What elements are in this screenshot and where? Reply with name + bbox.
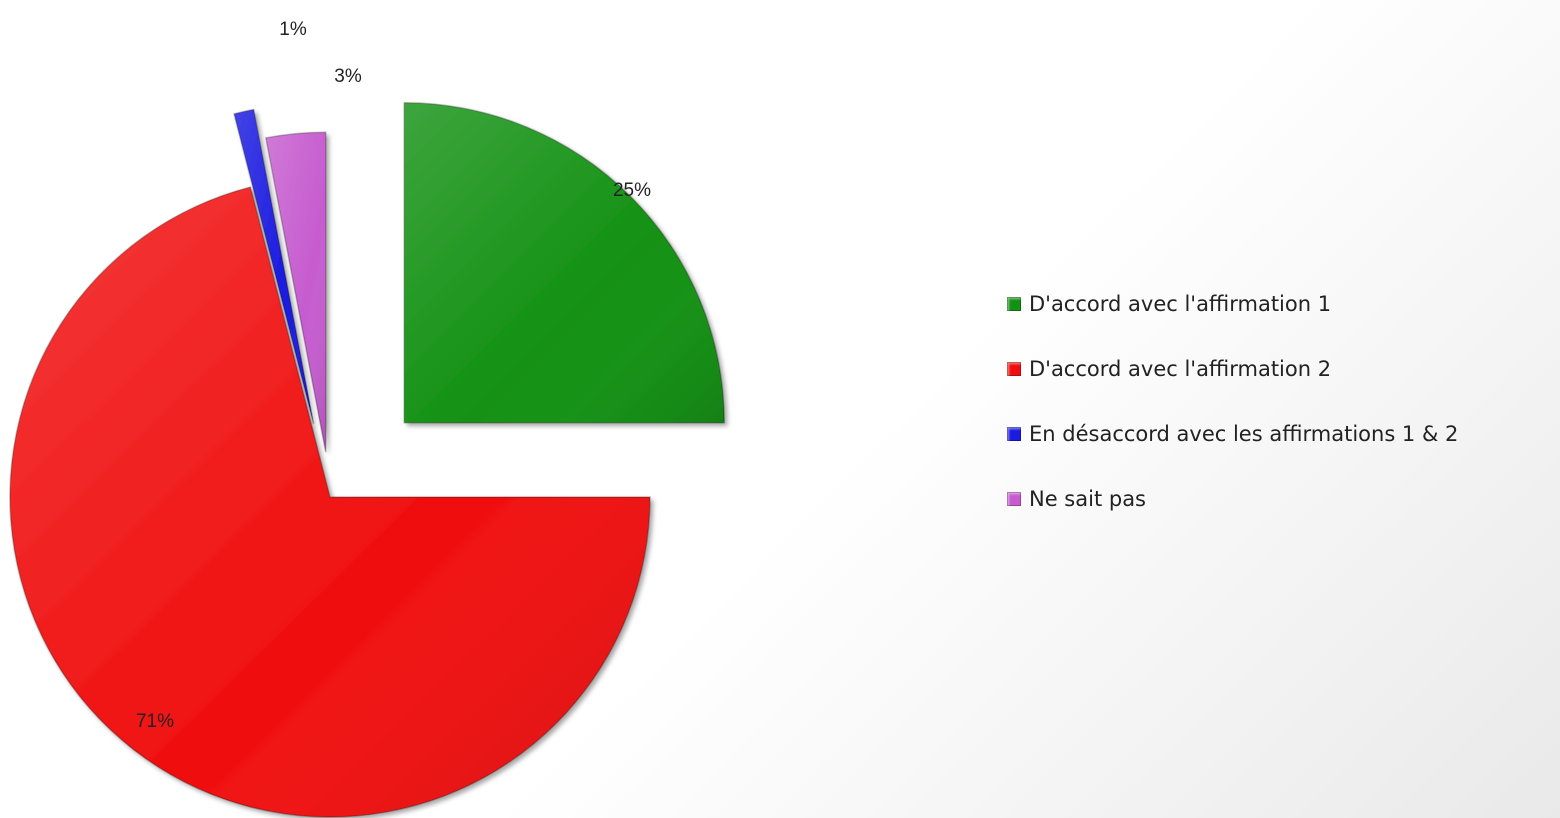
label-25: 25%	[613, 180, 651, 201]
label-71: 71%	[136, 711, 174, 732]
slice-accord-2	[9, 186, 651, 818]
slice-desaccord-bevel	[234, 109, 314, 424]
slice-ne-sait-pas-bevel	[265, 132, 326, 453]
legend-label: Ne sait pas	[1029, 487, 1146, 511]
legend-label: D'accord avec l'affirmation 2	[1029, 357, 1332, 381]
legend-item-ne-sait-pas: Ne sait pas	[1007, 483, 1458, 515]
pie-data-labels: 25% 71% 1% 3%	[136, 19, 651, 732]
legend-label: D'accord avec l'affirmation 1	[1029, 292, 1332, 316]
slice-accord-2-bevel	[10, 187, 651, 817]
label-1: 1%	[279, 19, 307, 40]
legend-swatch-blue	[1007, 427, 1021, 441]
legend-swatch-red	[1007, 362, 1021, 376]
legend-swatch-green	[1007, 297, 1021, 311]
legend-label: En désaccord avec les affirmations 1 & 2	[1029, 422, 1459, 446]
pie-slices	[9, 102, 725, 818]
legend: D'accord avec l'affirmation 1 D'accord a…	[1007, 288, 1458, 548]
label-3: 3%	[334, 66, 362, 87]
slice-accord-1	[403, 102, 725, 424]
legend-item-desaccord: En désaccord avec les affirmations 1 & 2	[1007, 418, 1458, 450]
legend-item-accord-1: D'accord avec l'affirmation 1	[1007, 288, 1458, 320]
slice-accord-1-bevel	[404, 102, 725, 423]
legend-item-accord-2: D'accord avec l'affirmation 2	[1007, 353, 1458, 385]
slice-desaccord	[233, 108, 315, 424]
legend-swatch-purple	[1007, 492, 1021, 506]
slice-ne-sait-pas	[264, 131, 327, 453]
